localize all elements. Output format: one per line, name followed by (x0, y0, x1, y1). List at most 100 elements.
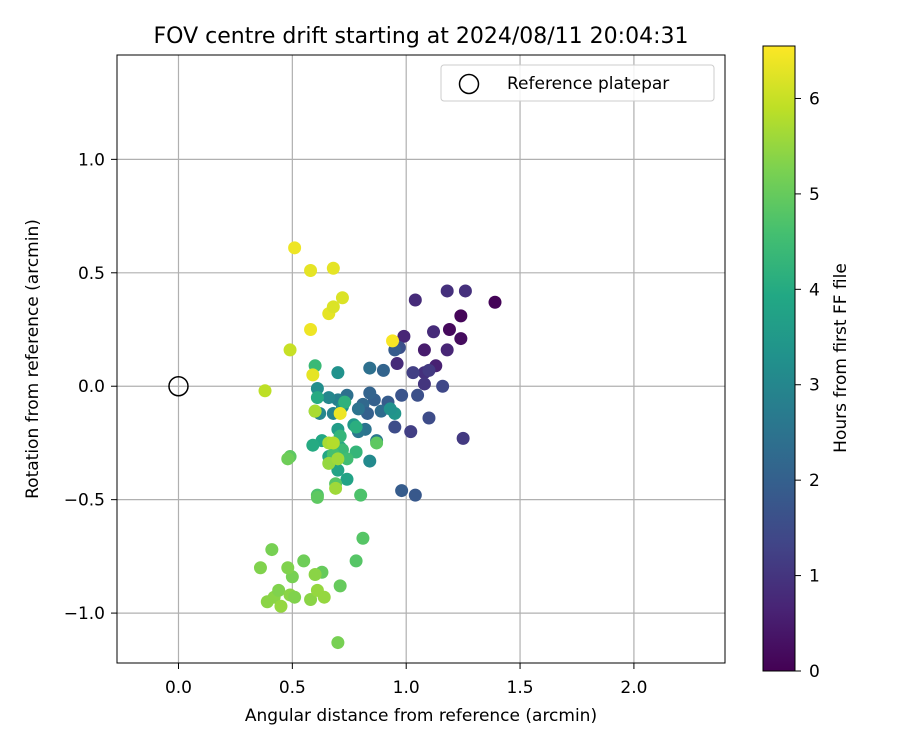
legend: Reference platepar (440, 64, 715, 102)
scatter-point (306, 438, 320, 452)
y-tick-label: −0.5 (64, 491, 105, 511)
scatter-point (306, 368, 320, 382)
scatter-point (253, 561, 267, 575)
scatter-point (456, 431, 470, 445)
scatter-point (376, 363, 390, 377)
scatter-point (308, 404, 322, 418)
scatter-point (354, 488, 368, 502)
scatter-point (427, 325, 441, 339)
scatter-point (422, 363, 436, 377)
scatter-point (349, 420, 363, 434)
scatter-point (331, 463, 345, 477)
legend-label: Reference platepar (507, 74, 669, 94)
scatter-point (370, 436, 384, 450)
reference-platepar-marker (168, 375, 189, 397)
colorbar-tick-label: 1 (809, 567, 820, 587)
reference-marker-layer (168, 375, 189, 397)
scatter-point (329, 481, 343, 495)
y-tick-label: 0.0 (78, 377, 105, 397)
scatter-point (349, 554, 363, 568)
colorbar-tick-label: 0 (809, 662, 820, 682)
scatter-point (408, 488, 422, 502)
scatter-point (331, 636, 345, 650)
scatter-point (333, 406, 347, 420)
scatter-point (363, 454, 377, 468)
scatter-point (417, 377, 431, 391)
scatter-point (436, 379, 450, 393)
y-tick-label: 0.5 (78, 264, 105, 284)
scatter-point (274, 599, 288, 613)
scatter-point (283, 343, 297, 357)
scatter-point (304, 592, 318, 606)
legend-marker-icon (458, 73, 480, 95)
data-points (253, 241, 502, 650)
chart-title: FOV centre drift starting at 2024/08/11 … (154, 24, 689, 49)
grid-lines (117, 55, 725, 663)
scatter-point (356, 531, 370, 545)
colorbar-gradient (763, 46, 795, 671)
scatter-point (308, 568, 322, 582)
scatter-point (281, 452, 295, 466)
scatter-point (363, 386, 377, 400)
x-axis-ticks: 0.0 0.5 1.0 1.5 2.0 (165, 663, 647, 698)
scatter-point (288, 590, 302, 604)
scatter-point (422, 411, 436, 425)
x-tick-label: 1.5 (507, 678, 534, 698)
colorbar-tick-label: 5 (809, 185, 820, 205)
scatter-point (395, 484, 409, 498)
scatter-point (258, 384, 272, 398)
y-tick-label: 1.0 (78, 150, 105, 170)
x-tick-label: 0.5 (279, 678, 306, 698)
scatter-point (326, 300, 340, 314)
scatter-point (408, 293, 422, 307)
colorbar-tick-label: 2 (809, 471, 820, 491)
legend-box (440, 64, 715, 102)
scatter-point (272, 583, 286, 597)
scatter-point (388, 420, 402, 434)
scatter-point (458, 284, 472, 298)
plot-frame (116, 54, 726, 664)
scatter-point (390, 357, 404, 371)
scatter-point (363, 361, 377, 375)
scatter-point (440, 343, 454, 357)
scatter-point (340, 452, 354, 466)
colorbar-label: Hours from first FF file (831, 263, 851, 453)
scatter-point (440, 284, 454, 298)
y-axis-label: Rotation from reference (arcmin) (23, 219, 43, 499)
scatter-point (335, 291, 349, 305)
colorbar-ticks: 0 1 2 3 4 5 6 (795, 89, 820, 682)
scatter-point (331, 366, 345, 380)
scatter-point (304, 323, 318, 337)
y-axis-ticks: −1.0 −0.5 0.0 0.5 1.0 (64, 150, 117, 624)
scatter-point (442, 323, 456, 337)
scatter-point (395, 388, 409, 402)
scatter-point (397, 329, 411, 343)
scatter-point (322, 391, 336, 405)
y-tick-label: −1.0 (64, 604, 105, 624)
scatter-point (454, 309, 468, 323)
scatter-point (454, 332, 468, 346)
colorbar-tick-label: 4 (809, 280, 820, 300)
scatter-point (317, 590, 331, 604)
scatter-point (326, 261, 340, 275)
scatter-point (333, 579, 347, 593)
x-tick-label: 0.0 (165, 678, 192, 698)
scatter-point (411, 388, 425, 402)
scatter-point (338, 395, 352, 409)
scatter-point (310, 391, 324, 405)
scatter-point (383, 402, 397, 416)
colorbar-tick-label: 3 (809, 376, 820, 396)
scatter-point (310, 490, 324, 504)
scatter-point (260, 595, 274, 609)
scatter-point (265, 543, 279, 557)
colorbar-tick-label: 6 (809, 89, 820, 109)
scatter-point (326, 436, 340, 450)
colorbar-frame (762, 45, 796, 672)
x-tick-label: 2.0 (620, 678, 647, 698)
scatter-point (349, 445, 363, 459)
x-tick-label: 1.0 (393, 678, 420, 698)
x-axis-label: Angular distance from reference (arcmin) (245, 706, 597, 726)
scatter-point (386, 334, 400, 348)
